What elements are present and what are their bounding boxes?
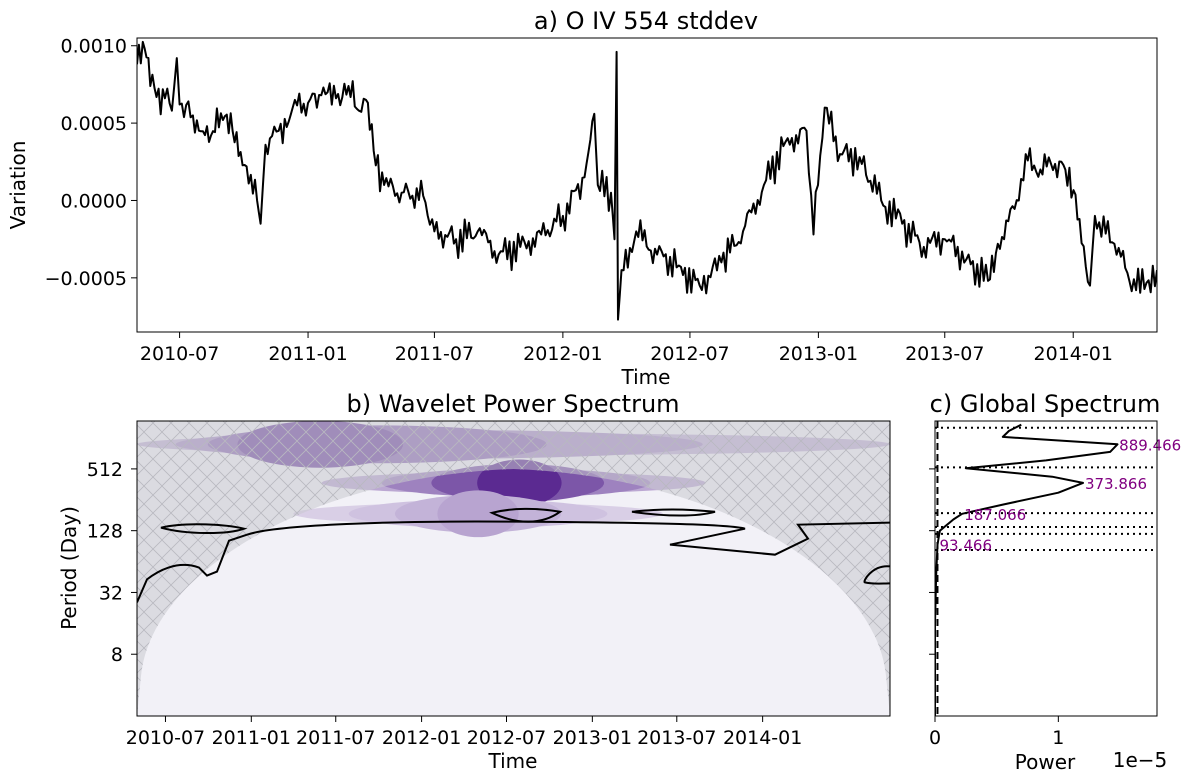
panel-a-time-series: a) O IV 554 stddev 2010-07 2011-01 2011-07… (6, 7, 1158, 389)
panel-b-title: b) Wavelet Power Spectrum (346, 390, 679, 418)
panel-c-plot (935, 421, 1157, 716)
panel-b-ylabel: Period (Day) (57, 506, 81, 630)
panel-c-scale-label: 1e−5 (1113, 748, 1168, 772)
contour-loop (631, 508, 716, 517)
x-tick-label: 2010-07 (140, 343, 219, 365)
panel-c-xlabel: Power (1015, 750, 1076, 774)
x-tick-label: 2013-01 (779, 343, 858, 365)
panel-a-title: a) O IV 554 stddev (534, 7, 758, 35)
contour-loop (160, 523, 248, 535)
panel-a-series (137, 40, 1157, 321)
contour-loop (489, 507, 563, 523)
y-tick-label: 0.0010 (61, 36, 127, 58)
panel-c-global-spectrum: c) Global Spectrum 889.466 373.866 187.066… (929, 390, 1181, 774)
contour-loop (863, 565, 890, 585)
panel-b-wavelet: b) Wavelet Power Spectrum 2010-07 2011-01… (57, 390, 891, 773)
x-tick-label: 2014-01 (723, 727, 802, 749)
x-tick-label: 2012-07 (467, 727, 546, 749)
x-tick-label: 2011-01 (268, 343, 347, 365)
series-line (137, 40, 1157, 321)
x-tick-label: 2012-01 (523, 343, 602, 365)
peak-label: 889.466 (1119, 436, 1181, 454)
y-tick-label: 0.0005 (61, 113, 127, 135)
y-tick-label: 8 (111, 644, 123, 666)
panel-a-ylabel: Variation (6, 141, 30, 230)
panel-b-frame (136, 420, 891, 717)
contour-main (137, 520, 890, 603)
power-band (437, 490, 519, 538)
panel-a-frame (136, 37, 1158, 333)
x-tick-label: 0 (929, 727, 941, 749)
peak-label: 187.066 (964, 506, 1026, 524)
peak-label: 373.866 (1085, 475, 1147, 493)
panel-b-xlabel: Time (488, 749, 538, 773)
x-tick-label: 2012-01 (382, 727, 461, 749)
y-tick-label: 512 (87, 459, 123, 481)
global-power-line (935, 423, 1119, 716)
panel-b-ticks: 2010-07 2011-01 2011-07 2012-01 2012-07 2013-… (87, 459, 803, 749)
y-tick-label: −0.0005 (45, 268, 127, 290)
panel-a-xlabel: Time (621, 365, 671, 389)
y-tick-label: 0.0000 (61, 190, 127, 212)
cone-of-influence (137, 421, 890, 716)
x-tick-label: 2010-07 (126, 727, 205, 749)
x-tick-label: 2011-07 (296, 727, 375, 749)
x-tick-label: 2011-07 (395, 343, 474, 365)
y-tick-label: 32 (99, 582, 123, 604)
panel-c-peak-labels: 889.466 373.866 187.066 93.466 (940, 436, 1182, 554)
x-tick-label: 2014-01 (1034, 343, 1113, 365)
panel-c-title: c) Global Spectrum (930, 390, 1161, 418)
peak-label: 93.466 (940, 537, 993, 555)
x-tick-label: 2013-07 (905, 343, 984, 365)
x-tick-label: 2013-01 (553, 727, 632, 749)
panel-a-ticks: 2010-07 2011-01 2011-07 2012-01 2012-07 2013-… (45, 36, 1113, 365)
x-tick-label: 1 (1052, 727, 1064, 749)
x-tick-label: 2013-07 (637, 727, 716, 749)
x-tick-label: 2011-01 (212, 727, 291, 749)
panel-c-frame (934, 420, 1158, 717)
coi-hatch (137, 421, 890, 716)
y-tick-label: 128 (87, 521, 123, 543)
significance-contours (137, 507, 890, 603)
x-tick-label: 2012-07 (650, 343, 729, 365)
